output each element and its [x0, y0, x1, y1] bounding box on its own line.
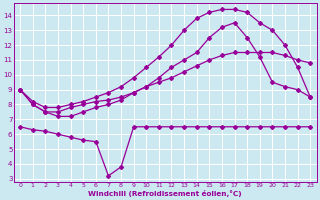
- X-axis label: Windchill (Refroidissement éolien,°C): Windchill (Refroidissement éolien,°C): [88, 190, 242, 197]
